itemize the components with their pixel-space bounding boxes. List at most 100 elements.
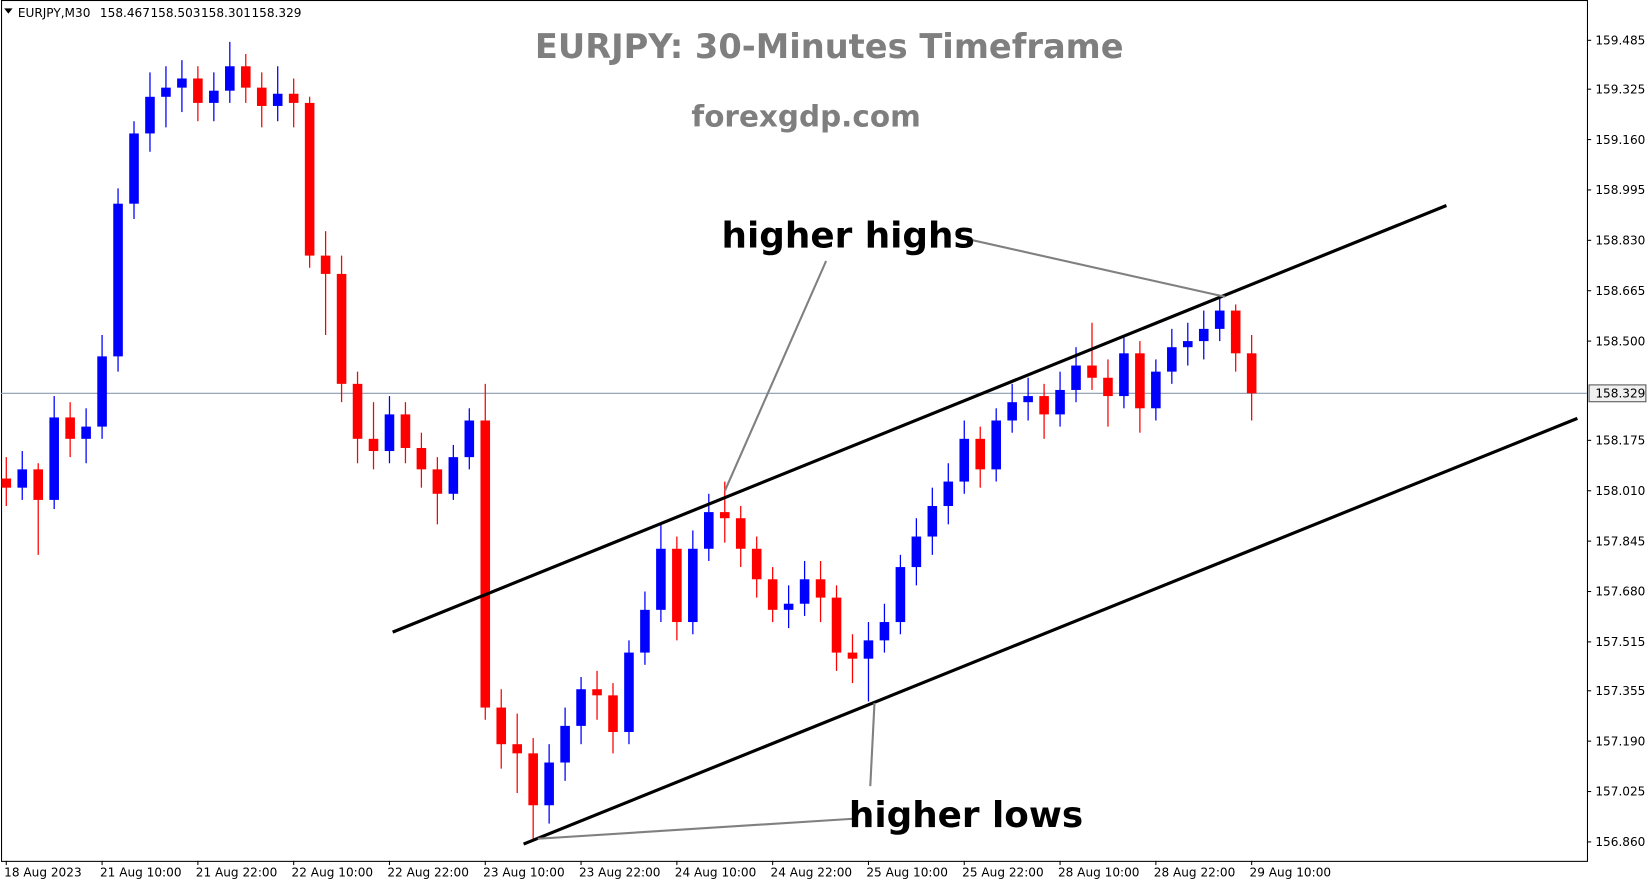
y-tick-label: 159.160 — [1595, 133, 1645, 147]
candle-body — [448, 457, 459, 494]
candle-body — [640, 609, 650, 653]
candle-body — [177, 78, 187, 88]
candle-body — [799, 579, 810, 604]
pointers — [537, 236, 1226, 840]
candle-body — [528, 753, 538, 806]
candle-body — [1135, 353, 1145, 409]
candle-body — [1055, 389, 1065, 415]
candle-body — [624, 652, 634, 732]
marks — [1, 41, 1587, 846]
candle-body — [1, 478, 12, 488]
x-tick-label: 22 Aug 22:00 — [387, 866, 469, 880]
candle-body — [1087, 365, 1097, 378]
x-tick-label: 28 Aug 22:00 — [1154, 866, 1236, 880]
annotation: higher lows — [849, 795, 1083, 836]
candle-body — [704, 512, 714, 549]
y-tick-label: 158.010 — [1595, 484, 1645, 498]
candle-body — [576, 689, 586, 726]
y-tick-label: 157.190 — [1595, 734, 1645, 748]
plot-frame — [1, 0, 1589, 862]
candle-body — [193, 78, 203, 103]
y-tick-label: 159.485 — [1595, 34, 1645, 48]
header-close: 158.329 — [251, 6, 301, 20]
chart-subtitle: forexgdp.com — [691, 99, 920, 133]
candle-body — [384, 414, 395, 452]
candle-body — [959, 438, 970, 482]
candle-body — [815, 579, 826, 598]
candle-body — [464, 420, 475, 458]
x-tick-label: 23 Aug 22:00 — [579, 866, 661, 880]
header-high: 158.503 — [150, 6, 200, 20]
candle-body — [336, 273, 347, 384]
candle-body — [256, 87, 267, 106]
candle-body — [943, 481, 954, 507]
last-price-label: 158.329 — [1595, 387, 1645, 401]
candle-body — [927, 506, 938, 537]
y-tick-label: 158.995 — [1595, 183, 1645, 197]
candle-body — [272, 93, 283, 106]
candle-body — [209, 90, 219, 103]
candle-body — [480, 420, 491, 708]
candle-body — [33, 469, 44, 500]
candle-body — [129, 133, 139, 204]
candle-body — [1167, 347, 1177, 372]
x-tick-label: 24 Aug 22:00 — [771, 866, 853, 880]
y-tick-label: 158.830 — [1595, 234, 1645, 248]
trend-line — [392, 204, 1448, 634]
x-tick-label: 22 Aug 10:00 — [292, 866, 374, 880]
candle-body — [1103, 377, 1113, 397]
x-tick-label: 25 Aug 10:00 — [866, 866, 948, 880]
candle-body — [895, 567, 906, 623]
candle-body — [81, 426, 91, 439]
candle-body — [991, 420, 1001, 470]
header-open: 158.467 — [100, 6, 150, 20]
y-tick-label: 158.175 — [1595, 434, 1645, 448]
candle-body — [145, 96, 155, 134]
candle-body — [1151, 371, 1161, 409]
x-tick-label: 23 Aug 10:00 — [483, 866, 565, 880]
candle-body — [496, 707, 507, 745]
x-tick-label: 24 Aug 10:00 — [675, 866, 757, 880]
candle-body — [608, 695, 618, 732]
x-tick-label: 21 Aug 22:00 — [196, 866, 278, 880]
y-tick-label: 157.355 — [1595, 684, 1645, 698]
y-tick-label: 156.860 — [1595, 835, 1645, 849]
annotation: higher highs — [722, 215, 975, 256]
header-low: 158.301 — [201, 6, 251, 20]
candle-body — [688, 548, 698, 623]
y-tick-label: 158.665 — [1595, 284, 1645, 298]
pointer-line — [537, 817, 854, 840]
candle-body — [1119, 353, 1129, 397]
candle-body — [512, 744, 522, 754]
candle-body — [400, 414, 411, 448]
candle-body — [1007, 402, 1017, 421]
pointer-line — [961, 236, 1226, 298]
candle-body — [304, 102, 315, 256]
candle-body — [288, 93, 299, 103]
candle-body — [911, 536, 922, 568]
candle-body — [97, 356, 107, 427]
candle-body — [656, 548, 666, 610]
symbol: EURJPY,M30 — [18, 6, 91, 20]
y-tick-label: 159.325 — [1595, 82, 1645, 96]
chart-title: EURJPY: 30-Minutes Timeframe — [535, 27, 1124, 66]
candle-body — [17, 469, 28, 488]
candle-body — [735, 518, 746, 549]
candle-body — [751, 548, 762, 580]
candle-body — [320, 255, 331, 274]
candle-body — [719, 512, 730, 519]
candle-body — [1039, 396, 1049, 415]
x-tick-label: 25 Aug 22:00 — [962, 866, 1044, 880]
candle-body — [1071, 365, 1081, 390]
candle-body — [65, 417, 75, 439]
candle-body — [1183, 341, 1193, 348]
candle-body — [240, 66, 251, 88]
candle-body — [847, 652, 858, 659]
candle-body — [49, 417, 59, 500]
y-tick-label: 157.025 — [1595, 785, 1645, 799]
candle-body — [767, 579, 778, 610]
candle-body — [1214, 310, 1225, 329]
